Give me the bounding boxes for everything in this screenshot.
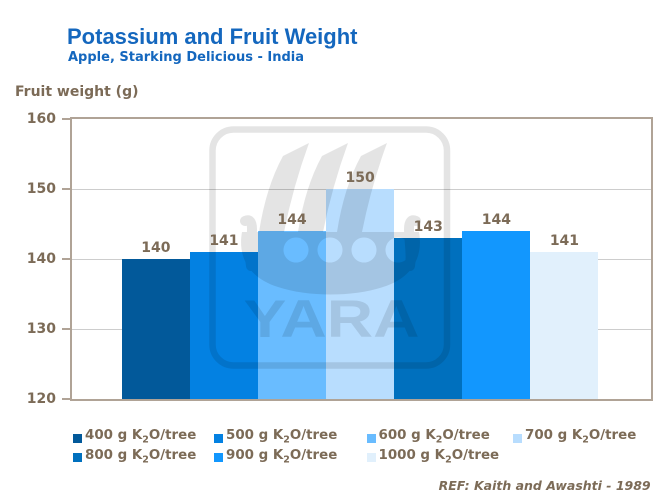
bar-value-label: 143 <box>413 219 443 235</box>
plot-area: 140 141 144 150 143 144 141 <box>70 117 653 401</box>
legend-label: 800 g K2O/tree <box>85 447 197 466</box>
legend-swatch <box>214 433 223 443</box>
reference-note: REF: Kaith and Awashti - 1989 <box>438 477 651 493</box>
bar-value-label: 141 <box>549 233 580 249</box>
y-tick-mark <box>62 118 70 120</box>
legend-swatch <box>366 433 376 443</box>
legend-label: 500 g K2O/tree <box>226 428 338 446</box>
bar-500 <box>189 252 258 399</box>
bar-900 <box>462 231 531 399</box>
bar-800 <box>394 238 463 399</box>
chart-title: Potassium and Fruit Weight <box>67 24 358 49</box>
bar-value-label: 140 <box>141 240 171 256</box>
y-tick-label-160: 160 <box>26 110 56 127</box>
y-tick-label-130: 130 <box>26 320 56 337</box>
bar-700 <box>326 189 395 399</box>
y-axis-title: Fruit weight (g) <box>15 83 139 100</box>
y-tick-mark <box>62 328 70 330</box>
legend-swatch <box>366 453 376 463</box>
legend-swatch <box>214 453 223 463</box>
y-tick-label-140: 140 <box>26 250 56 267</box>
bar-400 <box>121 259 190 399</box>
bar-value-label: 144 <box>481 212 511 228</box>
y-tick-label-120: 120 <box>26 390 56 407</box>
legend-label: 600 g K2O/tree <box>378 428 490 446</box>
legend-label: 1000 g K2O/tree <box>378 447 500 466</box>
chart-subtitle: Apple, Starking Delicious - India <box>68 49 305 65</box>
legend-swatch <box>73 453 82 463</box>
legend-label: 900 g K2O/tree <box>226 447 338 466</box>
legend-label: 700 g K2O/tree <box>525 428 637 446</box>
legend-swatch <box>513 433 522 443</box>
bar-value-label: 144 <box>277 212 307 228</box>
y-tick-label-150: 150 <box>26 180 56 197</box>
bar-value-label: 141 <box>209 233 239 249</box>
bar-1000 <box>530 252 599 399</box>
y-tick-mark <box>62 188 70 190</box>
legend-swatch <box>73 433 82 443</box>
bar-value-label: 150 <box>345 170 375 186</box>
bar-600 <box>258 231 327 399</box>
y-tick-mark <box>62 398 70 400</box>
legend-label: 400 g K2O/tree <box>85 428 197 446</box>
y-tick-mark <box>62 258 70 260</box>
